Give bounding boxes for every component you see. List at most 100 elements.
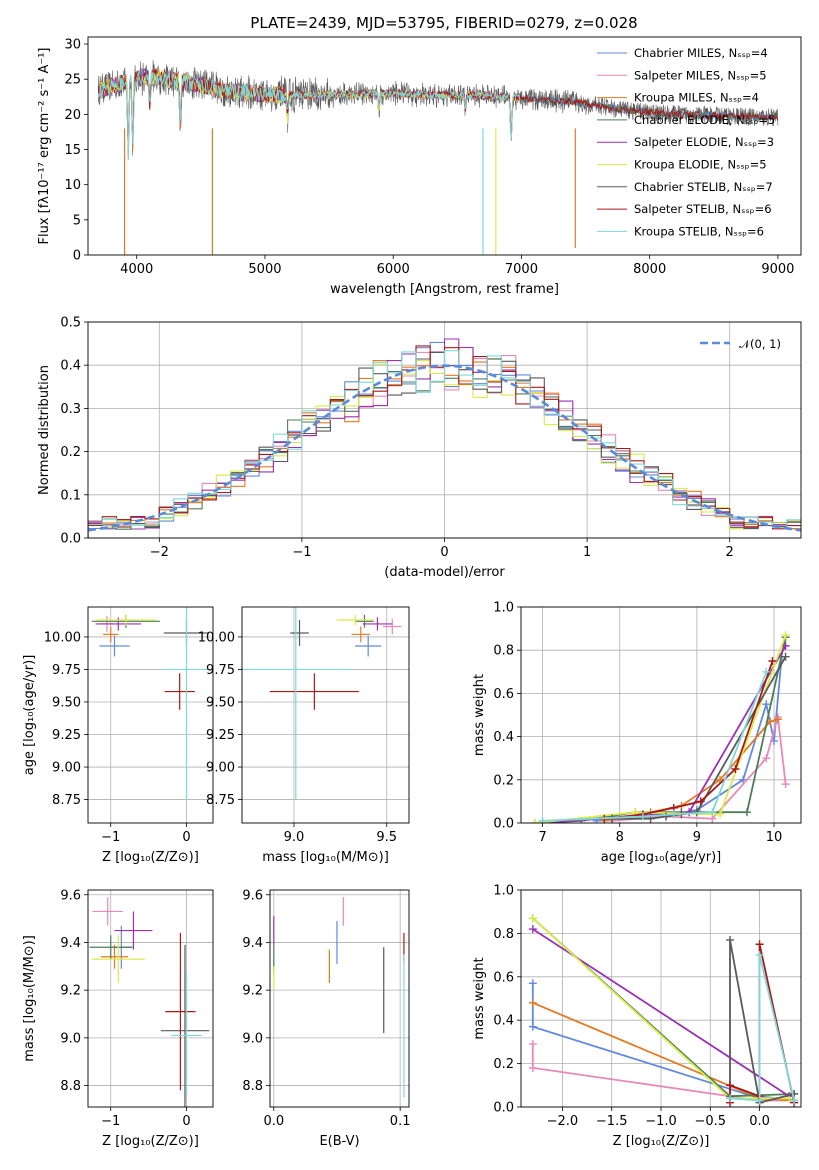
axes: 4000 5000 6000 7000 8000 9000 0 5 10 15 20 25 30 wave…	[37, 36, 802, 297]
weight-line	[534, 634, 787, 823]
y-tick-label: 0.8	[493, 644, 514, 659]
x-tick-label: −2	[150, 545, 169, 560]
plot-area	[530, 631, 790, 823]
weight-line	[604, 718, 779, 822]
plot-area	[91, 607, 210, 800]
x-tick-label: −1.0	[645, 1114, 677, 1129]
spectrum-line	[97, 70, 521, 161]
weight-marker	[762, 667, 771, 676]
weight-marker	[716, 810, 725, 819]
x-tick-label: 0	[182, 830, 190, 845]
y-tick-label: 5	[73, 213, 81, 228]
legend: 𝒩(0, 1)	[700, 337, 781, 351]
weight-marker	[662, 812, 671, 821]
y-tick-label: 9.2	[60, 984, 81, 999]
plot-frame	[87, 321, 802, 539]
legend-label: Kroupa STELIB, Nₛₛₚ=6	[634, 224, 764, 238]
weight-marker	[781, 780, 790, 789]
weight-marker	[762, 754, 771, 763]
y-tick-label: 9.25	[52, 728, 81, 743]
legend-label: 𝒩(0, 1)	[739, 337, 781, 351]
legend-label: Salpeter STELIB, Nₛₛₚ=6	[634, 202, 772, 216]
x-tick-label: 7	[538, 830, 546, 845]
x-tick-label: 0	[440, 545, 448, 560]
weight-line	[596, 656, 783, 822]
weight-marker	[528, 925, 537, 934]
y-tick-label: 1.0	[493, 601, 514, 616]
x-tick-label: −1	[292, 545, 311, 560]
y-tick-label: 25	[64, 73, 81, 88]
y-tick-label: 9.50	[52, 695, 81, 710]
weight-marker	[731, 765, 740, 773]
x-tick-label: 9000	[761, 262, 794, 277]
y-tick-label: 1.0	[493, 884, 514, 899]
weight-line	[532, 917, 795, 1098]
x-tick-label: 2	[726, 545, 734, 560]
grid	[242, 607, 409, 823]
plot-frame	[520, 889, 802, 1108]
legend: Chabrier MILES, Nₛₛₚ=4 Salpeter MILES, Nₛ…	[597, 46, 775, 238]
y-axis-label: Flux [fλ10⁻¹⁷ erg cm⁻² s⁻¹ A⁻¹]	[37, 48, 52, 245]
weight-line	[729, 939, 795, 1104]
x-tick-label: 5000	[248, 262, 281, 277]
weight-marker	[762, 700, 771, 709]
x-axis-label: E(B-V)	[319, 1134, 359, 1149]
axes: 0.0 0.1 8.8 9.0 9.2 9.4 9.6 E(B-V)	[242, 888, 410, 1149]
y-tick-label: 0.6	[493, 970, 514, 985]
y-tick-label: 8.8	[242, 1079, 263, 1094]
x-axis-label: Z [log₁₀(Z/Z⊙)]	[102, 1134, 199, 1149]
y-tick-label: 9.0	[60, 1031, 81, 1046]
y-axis-label: Normed distribution	[37, 365, 52, 495]
y-tick-label: 0.5	[60, 316, 81, 331]
legend-label: Salpeter MILES, Nₛₛₚ=5	[634, 68, 767, 82]
weight-marker	[528, 1040, 537, 1049]
x-tick-label: −1.5	[596, 1114, 628, 1129]
y-tick-label: 9.6	[60, 888, 81, 903]
weight-marker	[528, 998, 537, 1007]
y-tick-label: 10	[64, 178, 81, 193]
weight-marker	[781, 641, 790, 650]
weight-marker	[528, 1022, 537, 1031]
y-tick-label: 0	[73, 249, 81, 264]
y-tick-label: 8.75	[52, 793, 81, 808]
y-tick-label: 9.4	[60, 936, 81, 951]
y-tick-label: 9.0	[242, 1031, 263, 1046]
weight-marker	[708, 808, 717, 817]
axes: 7 8 9 10 0.0 0.2 0.4 0.6 0.8 1.0 age [log₁₀(age/yr…	[472, 601, 802, 865]
axes: −2.0 −1.5 −1.0 −0.5 0.0 0.0 0.2 0.4 0.6 0.8 1.0 Z […	[472, 884, 802, 1149]
x-tick-label: 8000	[633, 262, 666, 277]
y-tick-label: 9.75	[206, 663, 235, 678]
chart-age_vs_mass: 9.0 9.5 8.75 9.00 9.25 9.50 9.75 10.00 mass [log…	[198, 606, 410, 865]
x-tick-label: −1	[101, 830, 120, 845]
weight-marker	[755, 1096, 764, 1105]
y-axis-label: mass weight	[472, 674, 487, 756]
weight-marker	[755, 951, 764, 960]
x-axis-label: wavelength [Angstrom, rest frame]	[330, 282, 559, 297]
x-tick-label: 10	[766, 830, 783, 845]
weight-marker	[638, 812, 647, 821]
grid	[270, 890, 409, 1107]
x-tick-label: 9	[693, 830, 701, 845]
y-tick-label: 0.8	[493, 927, 514, 942]
weight-marker	[528, 1063, 537, 1072]
x-tick-label: −0.5	[695, 1114, 727, 1129]
weight-marker	[726, 1081, 735, 1090]
chart-residual_hist: −2 −1 0 1 2 0.0 0.1 0.2 0.3 0.4 0.5 (data-model)/er…	[37, 316, 802, 580]
normal-curve	[88, 364, 801, 532]
legend-label: Chabrier MILES, Nₛₛₚ=4	[634, 46, 768, 60]
plot-area	[528, 914, 799, 1107]
y-tick-label: 9.00	[206, 761, 235, 776]
y-tick-label: 8.8	[60, 1079, 81, 1094]
chart-massweight_vs_age: 7 8 9 10 0.0 0.2 0.4 0.6 0.8 1.0 age [log₁₀(age/yr…	[472, 601, 802, 865]
y-tick-label: 10.00	[198, 630, 235, 645]
axes: −1 0 8.75 9.00 9.25 9.50 9.75 10.00 Z [log₁₀(Z/Z…	[22, 606, 214, 865]
y-tick-label: 15	[64, 143, 81, 158]
y-tick-label: 0.4	[493, 730, 514, 745]
histogram-step	[88, 350, 801, 538]
x-tick-label: 8	[616, 830, 624, 845]
figure-title: PLATE=2439, MJD=53795, FIBERID=0279, z=0…	[250, 14, 637, 32]
plot-area	[242, 607, 402, 800]
y-tick-label: 0.1	[60, 488, 81, 503]
weight-marker	[530, 819, 539, 823]
plot-area	[97, 59, 779, 255]
